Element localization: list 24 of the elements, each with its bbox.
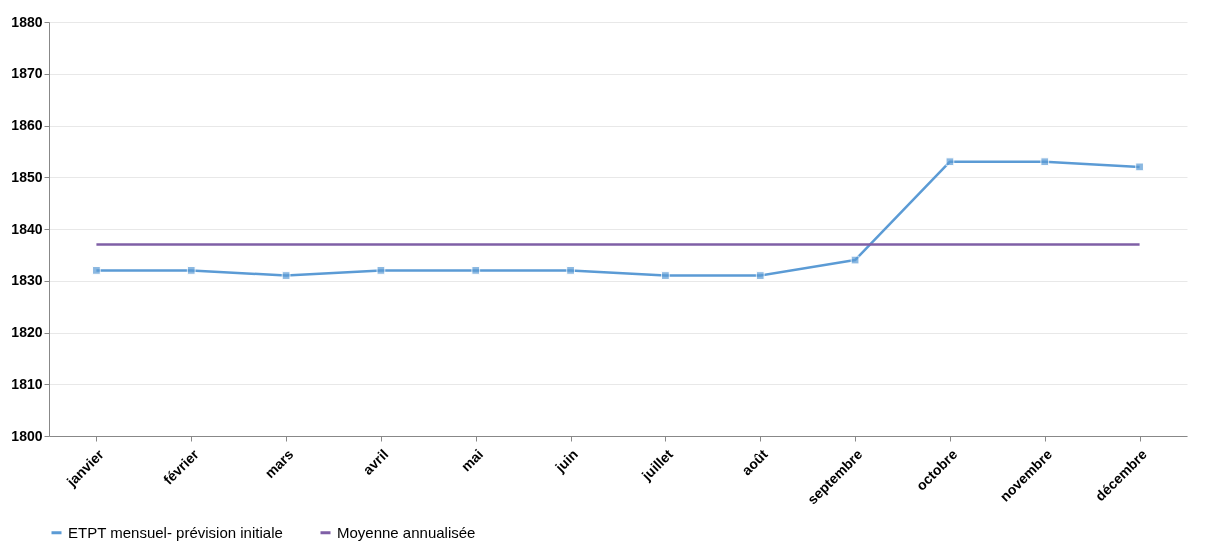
point — [376, 266, 386, 275]
x-tick-label: mai — [457, 446, 487, 475]
point — [661, 271, 670, 280]
point — [281, 271, 291, 280]
y-tick-label: 1870 — [11, 65, 43, 82]
y-tick-label: 1880 — [11, 13, 43, 30]
y-tick-label: 1800 — [11, 427, 43, 444]
point — [566, 266, 575, 275]
point — [92, 266, 101, 275]
point — [1135, 162, 1144, 172]
point — [186, 266, 196, 275]
y-tick-label: 1840 — [11, 220, 43, 237]
point — [755, 271, 765, 280]
y-tick-label: 1820 — [11, 324, 43, 340]
point — [471, 266, 481, 275]
y-tick-label: 1850 — [11, 168, 43, 185]
y-tick-label: 1810 — [11, 375, 43, 392]
point — [1040, 157, 1050, 167]
legend-label: ETPT mensuel- prévision initiale — [68, 523, 283, 541]
y-tick-label: 1830 — [11, 272, 43, 289]
point — [850, 255, 860, 265]
point — [945, 157, 955, 167]
legend-label: Moyenne annualisée — [337, 523, 476, 541]
y-tick-label: 1860 — [11, 117, 43, 133]
